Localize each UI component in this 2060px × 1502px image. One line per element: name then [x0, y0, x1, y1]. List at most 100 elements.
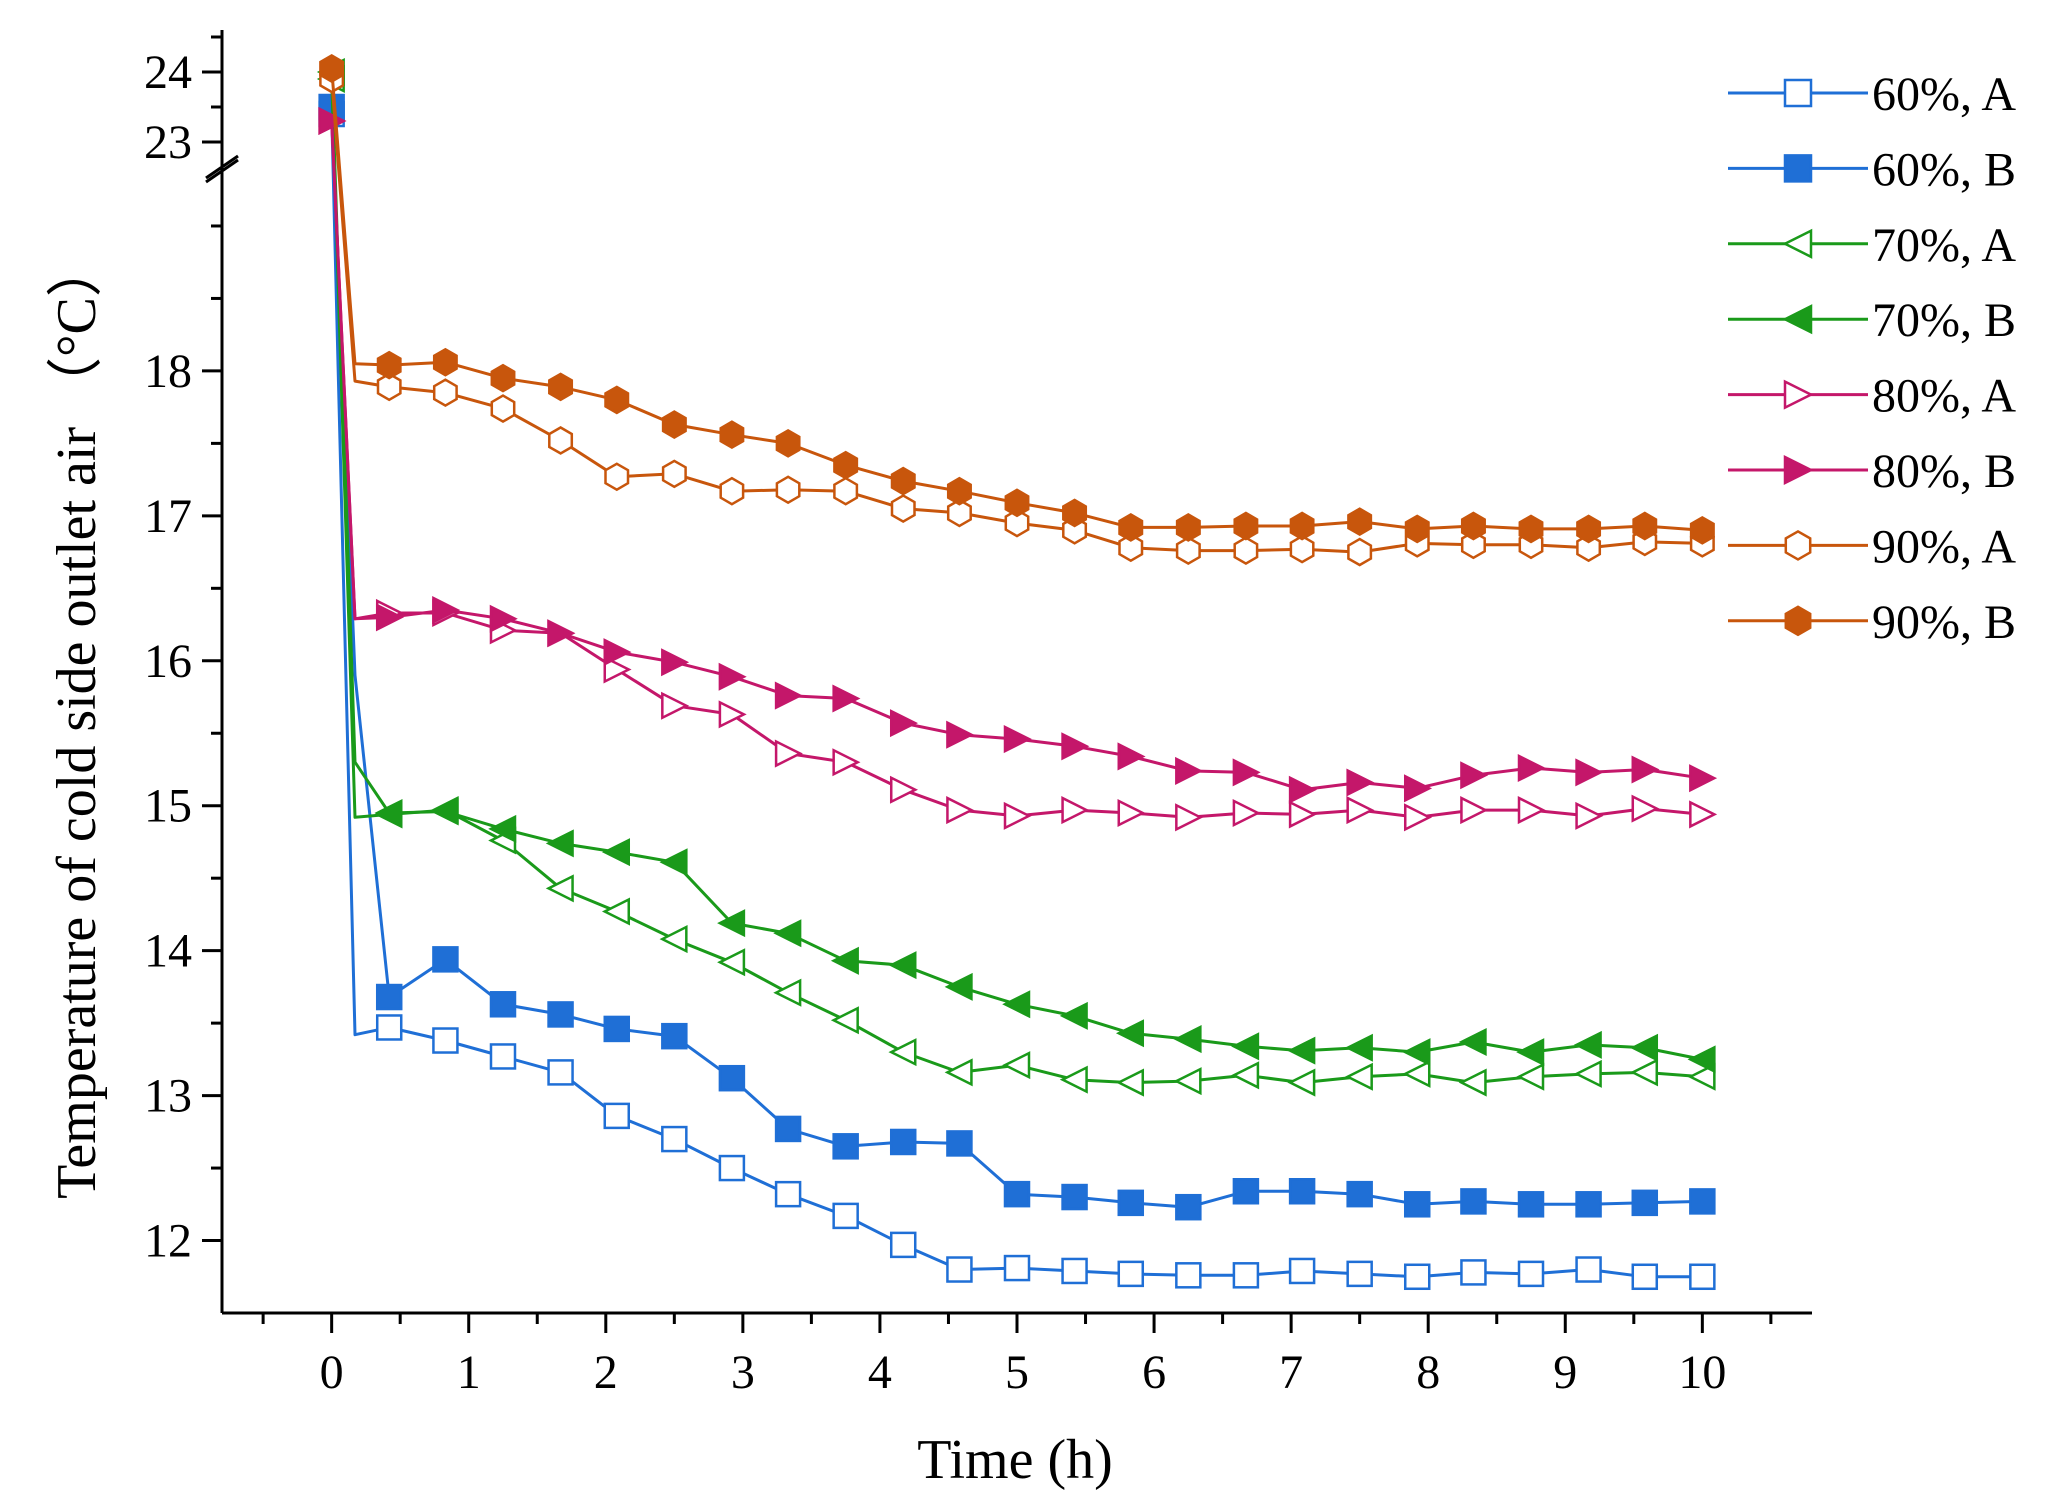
data-point	[1346, 768, 1375, 797]
legend-item: 70%, B	[1728, 294, 2016, 347]
data-point	[832, 1133, 859, 1160]
data-point	[432, 1027, 459, 1054]
legend-label: 60%, A	[1872, 68, 2016, 121]
data-point	[719, 420, 745, 450]
data-point	[1061, 796, 1090, 825]
series-line	[330, 71, 1703, 1061]
data-point	[545, 829, 574, 858]
data-point	[1233, 536, 1259, 566]
data-point	[833, 476, 859, 506]
data-point	[1460, 1259, 1487, 1286]
data-point	[1344, 1033, 1373, 1062]
x-tick-label: 6	[1142, 1346, 1166, 1399]
legend-label: 90%, A	[1872, 520, 2016, 573]
x-tick-label: 10	[1678, 1346, 1726, 1399]
data-point	[1460, 1188, 1487, 1215]
data-point	[375, 603, 405, 632]
data-point	[946, 1130, 973, 1157]
data-point	[548, 426, 574, 455]
legend-item: 60%, A	[1728, 68, 2016, 121]
data-point	[1232, 798, 1261, 827]
y-tick-label: 24	[144, 46, 192, 99]
data-point	[1403, 803, 1433, 832]
data-point	[1002, 990, 1031, 1019]
data-point	[946, 498, 972, 528]
data-point	[603, 638, 632, 667]
data-point	[1288, 1257, 1316, 1285]
data-point	[1115, 1019, 1145, 1048]
data-point	[1002, 1051, 1031, 1080]
data-point	[1460, 511, 1486, 541]
data-point	[946, 796, 975, 825]
data-point	[717, 909, 746, 938]
data-point	[1059, 1065, 1088, 1094]
data-point	[659, 848, 688, 877]
data-point	[773, 919, 802, 948]
data-point	[489, 991, 517, 1018]
data-point	[833, 450, 859, 480]
data-point	[661, 1125, 688, 1153]
data-point	[1689, 764, 1718, 793]
data-point	[1173, 1025, 1202, 1054]
data-point	[1573, 1059, 1602, 1088]
data-point	[1117, 1189, 1145, 1217]
data-point	[604, 385, 630, 415]
data-point	[603, 1102, 631, 1130]
data-point	[1689, 800, 1718, 829]
data-point	[1062, 498, 1088, 528]
legend-label: 90%, B	[1872, 596, 2016, 649]
data-point	[1689, 515, 1715, 545]
data-point	[1288, 800, 1317, 829]
data-point	[1232, 1262, 1260, 1289]
data-point	[1232, 1178, 1260, 1205]
data-point	[1003, 1254, 1031, 1282]
series-line	[330, 106, 1703, 1209]
legend-marker	[1783, 78, 1813, 108]
data-point	[432, 378, 458, 408]
legend-label: 80%, A	[1872, 370, 2016, 423]
legend: 60%, A 60%, B 70%, A 70%, B 80%, A 80%, B 90%,…	[1728, 68, 2016, 649]
data-point	[1175, 1193, 1202, 1221]
data-point	[1629, 1033, 1659, 1062]
legend-label: 80%, B	[1872, 445, 2016, 498]
axes	[202, 30, 1812, 1333]
data-point	[1403, 774, 1433, 803]
series-70-a	[316, 64, 1716, 1097]
data-point	[1175, 756, 1204, 785]
y-axis-title: Temperature of cold side outlet air （°C）	[46, 241, 108, 1199]
legend-item: 70%, A	[1728, 219, 2016, 272]
legend-label: 70%, A	[1872, 219, 2016, 272]
x-tick-label: 5	[1005, 1346, 1029, 1399]
data-point	[430, 797, 459, 826]
series-line	[330, 113, 1703, 1279]
legend-item: 90%, B	[1728, 596, 2016, 649]
data-point	[1347, 507, 1373, 537]
series-line	[330, 120, 1703, 792]
axis-break-mark	[205, 154, 239, 180]
data-point	[773, 978, 802, 1007]
data-point	[774, 1180, 802, 1208]
data-point	[1576, 533, 1602, 563]
data-point	[1287, 1036, 1316, 1065]
data-point	[1687, 1045, 1716, 1074]
data-point	[1289, 534, 1315, 564]
data-point	[890, 466, 916, 496]
data-point	[1059, 1001, 1088, 1030]
data-point	[659, 925, 688, 954]
data-point	[547, 1059, 574, 1086]
data-point	[1061, 1257, 1088, 1285]
y-tick-label: 23	[144, 116, 192, 169]
data-point	[1344, 1062, 1373, 1091]
data-point	[1231, 1032, 1260, 1061]
data-point	[1576, 514, 1602, 544]
legend-marker	[1782, 228, 1813, 259]
data-point	[1404, 514, 1430, 544]
data-point	[946, 1256, 973, 1283]
data-point	[1460, 530, 1486, 560]
data-point	[432, 946, 459, 973]
data-point	[1288, 775, 1317, 804]
data-point	[548, 372, 574, 402]
data-point	[1460, 796, 1489, 825]
data-point	[1573, 1030, 1602, 1059]
